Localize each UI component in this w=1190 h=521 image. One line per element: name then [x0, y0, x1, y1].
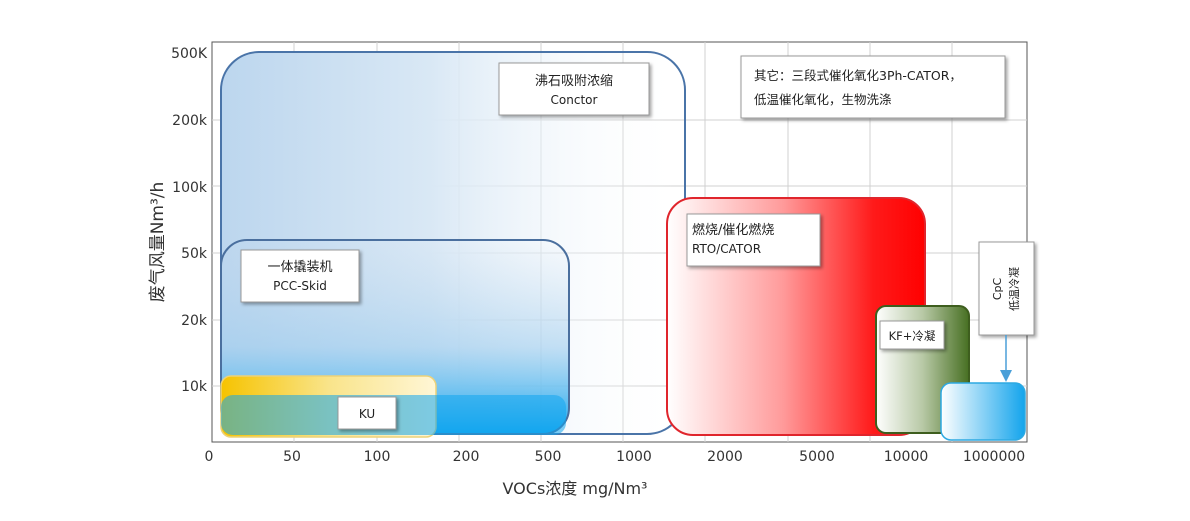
label-ku: KU: [337, 396, 397, 430]
label-conctor-en: Conctor: [551, 93, 598, 107]
label-kf: KF+冷凝: [879, 320, 945, 350]
label-cpc-line1: CpC: [991, 278, 1004, 301]
label-kf-text: KF+冷凝: [889, 329, 936, 343]
y-axis-title: 废气风量Nm³/h: [148, 182, 168, 303]
label-cpc-line2: 低温冷凝: [1007, 267, 1021, 311]
y-tick-label: 200k: [172, 113, 208, 129]
label-rto: 燃烧/催化燃烧 RTO/CATOR: [686, 213, 821, 267]
x-tick-label: 1000000: [963, 449, 1025, 465]
label-rto-cn: 燃烧/催化燃烧: [692, 222, 774, 238]
label-cpc: CpC 低温冷凝: [978, 241, 1035, 336]
region-cpc: [940, 382, 1026, 441]
label-other: 其它：三段式催化氧化3Ph-CATOR， 低温催化氧化，生物洗涤: [740, 55, 1006, 119]
x-tick-label: 200: [453, 449, 480, 465]
label-pcc-cn: 一体撬装机: [267, 260, 332, 275]
y-tick-label: 50k: [181, 246, 208, 262]
x-tick-label: 100: [364, 449, 391, 465]
y-axis-ticks: 500K 200k 100k 50k 20k 10k: [171, 46, 208, 395]
label-conctor-cn: 沸石吸附浓缩: [535, 73, 613, 89]
y-tick-label: 10k: [181, 379, 208, 395]
y-tick-label: 20k: [181, 313, 208, 329]
region-labels: 沸石吸附浓缩 Conctor 一体撬装机 PCC-Skid KU 燃烧/催化燃烧…: [240, 55, 1035, 430]
label-rto-en: RTO/CATOR: [692, 242, 761, 256]
label-pcc-en: PCC-Skid: [273, 279, 327, 293]
label-other-line1: 其它：三段式催化氧化3Ph-CATOR，: [754, 68, 962, 83]
x-axis-title: VOCs浓度 mg/Nm³: [503, 479, 648, 498]
x-tick-label: 0: [205, 449, 214, 465]
label-pcc-skid: 一体撬装机 PCC-Skid: [240, 249, 360, 303]
x-tick-label: 1000: [616, 449, 652, 465]
y-tick-label: 100k: [172, 180, 208, 196]
label-other-line2: 低温催化氧化，生物洗涤: [754, 92, 892, 107]
label-conctor: 沸石吸附浓缩 Conctor: [498, 62, 650, 116]
x-tick-label: 5000: [799, 449, 835, 465]
label-ku-text: KU: [359, 407, 375, 421]
x-tick-label: 50: [283, 449, 301, 465]
y-tick-label: 500K: [171, 46, 208, 62]
x-axis-ticks: 0 50 100 200 500 1000 2000 5000 10000 10…: [205, 449, 1026, 465]
x-tick-label: 10000: [884, 449, 929, 465]
x-tick-label: 2000: [707, 449, 743, 465]
x-tick-label: 500: [535, 449, 562, 465]
